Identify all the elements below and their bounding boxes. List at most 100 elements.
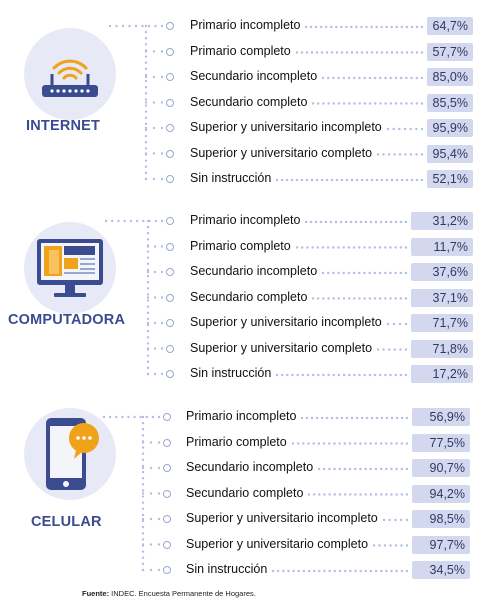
connector-dot [160,152,164,155]
category-label: Secundario incompleto [186,460,314,474]
connector-dot [146,268,150,272]
connector-dot [144,101,148,104]
connector-dot [379,467,383,471]
connector-dot [141,434,145,437]
connector-dot [149,492,153,495]
category-label: Primario incompleto [190,18,301,32]
connector-dot [390,51,394,54]
connector-dot [141,538,145,541]
category-label: Superior y universitario incompleto [186,511,378,525]
connector-dot [306,246,309,249]
connector-dot [390,493,393,496]
connector-dot [144,159,148,162]
connector-dot [335,25,338,29]
connector-dot [317,442,321,445]
connector-dot [379,373,382,377]
connector-dot [146,342,150,345]
connector-dot [328,569,331,573]
connector-dot [146,360,150,363]
connector-dot [355,416,359,420]
wifi-router-icon [24,28,116,120]
row-bullet [166,293,174,302]
row-bullet [166,344,174,353]
connector-dot [305,178,309,182]
connector-dot [160,270,164,274]
connector-dot [153,270,157,274]
connector-dot [393,153,396,156]
category-label: Secundario completo [190,289,308,304]
connector-dot [359,442,362,445]
connector-dot [420,178,424,182]
connector-dot [271,569,275,573]
connector-dot [146,225,150,229]
connector-dot [389,271,392,275]
value-label: 56,9% [412,408,470,426]
row-bullet [166,47,174,56]
connector-dot [385,442,388,445]
connector-dot [380,493,383,496]
connector-dot [388,348,391,351]
connector-dot [398,153,402,156]
connector-dot [415,76,418,80]
connector-dot [415,51,419,54]
connector-dot [400,467,404,471]
connector-dot [342,76,346,80]
connector-dot [141,428,145,431]
connector-dot [394,373,397,377]
connector-dot [368,297,372,300]
connector-dot [135,219,139,223]
connector-dot [342,246,345,249]
connector-dot [144,141,148,144]
connector-dot [384,102,387,105]
chart-row: Secundario completo 94,2% [0,484,491,507]
row-bullet [166,73,174,81]
connector-dot [160,347,164,350]
connector-dot [343,442,347,445]
connector-dot [151,415,155,419]
connector-dot [129,219,133,223]
connector-dot [348,102,351,105]
connector-dot [384,373,387,377]
connector-dot [395,569,398,573]
connector-dot [149,568,153,572]
connector-dot [382,348,385,351]
chart-row: Superior y universitario completo 97,7% [0,535,491,558]
connector-dot [395,51,399,54]
connector-dot [405,467,409,471]
connector-dot [317,373,320,377]
connector-dot [153,245,157,248]
category-label: Superior y universitario completo [190,340,373,355]
connector-dot [310,178,314,182]
connector-dot [359,220,363,224]
connector-dot [325,178,329,182]
connector-dot [369,220,373,224]
connector-dot [358,271,361,275]
connector-dot [300,246,304,249]
connector-dot [144,61,148,64]
connector-dot [144,24,148,28]
connector-dot [349,493,352,496]
connector-dot [146,323,150,327]
connector-dot [141,501,145,504]
value-label: 71,8% [411,339,473,358]
connector-dot [141,477,145,480]
connector-dot [146,281,150,284]
connector-dot [139,415,142,419]
connector-dot [291,442,295,445]
connector-dot [328,442,331,445]
chart-row: Superior y universitario incompleto 98,5% [0,510,491,532]
connector-dot [410,178,414,182]
connector-dot [334,220,338,224]
connector-dot [146,219,150,223]
chart-row: Superior y universitario incompleto 95,9% [0,119,491,141]
connector-dot [144,43,148,46]
connector-dot [141,483,145,486]
connector-dot [359,569,362,573]
connector-dot [374,467,378,471]
connector-dot [369,442,372,445]
connector-dot [144,147,148,150]
connector-dot [144,92,148,95]
connector-dot [389,76,392,80]
connector-dot [365,25,368,29]
connector-dot [380,25,383,29]
